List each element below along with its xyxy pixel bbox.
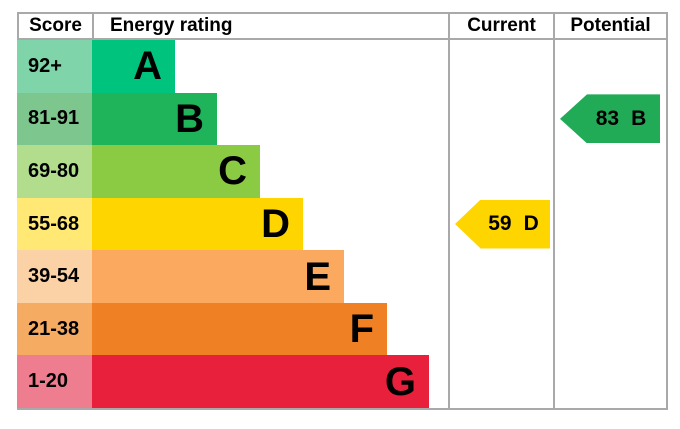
band-bar: F	[92, 302, 387, 356]
band-score-range: 69-80	[17, 145, 92, 198]
potential-rating-arrow: 83 B	[560, 94, 660, 144]
current-rating-arrow: 59 D	[455, 199, 550, 249]
band-bar: B	[92, 92, 217, 146]
band-score-range: 1-20	[17, 355, 92, 409]
band-letter: B	[175, 96, 204, 141]
potential-rating-value: 83	[595, 106, 620, 130]
band-score-range: 21-38	[17, 302, 92, 356]
band-letter: F	[349, 307, 374, 352]
header-current-label: Current	[448, 12, 553, 40]
band-row: 1-20 G	[17, 355, 448, 409]
epc-table: Score Energy rating Current Potential 92…	[17, 12, 668, 410]
band-score-range: 39-54	[17, 250, 92, 303]
current-rating-value: 59	[488, 212, 512, 235]
band-letter: G	[384, 359, 416, 404]
column-divider-current-potential	[553, 40, 555, 410]
band-row: 21-38 F	[17, 302, 448, 356]
potential-rating-letter: B	[631, 106, 647, 130]
band-row: 92+ A	[17, 40, 448, 93]
band-score-range: 55-68	[17, 197, 92, 251]
table-bottom-border	[17, 408, 668, 410]
band-score-range: 92+	[17, 40, 92, 93]
current-rating-letter: D	[523, 212, 539, 235]
band-row: 39-54 E	[17, 250, 448, 303]
header-energy-rating-label: Energy rating	[92, 12, 448, 40]
header-potential-label: Potential	[553, 12, 668, 40]
band-score-range: 81-91	[17, 92, 92, 146]
band-letter: C	[218, 149, 247, 194]
table-body: 92+ A 81-91 B 69-80 C 55-68 D 39-54 E 21…	[17, 40, 668, 410]
rating-bands-area: 92+ A 81-91 B 69-80 C 55-68 D 39-54 E 21…	[17, 40, 448, 409]
band-row: 69-80 C	[17, 145, 448, 198]
band-bar: C	[92, 145, 260, 198]
header-score-label: Score	[17, 12, 92, 40]
band-row: 55-68 D	[17, 197, 448, 251]
band-letter: A	[133, 44, 162, 89]
band-bar: G	[92, 355, 429, 409]
band-letter: E	[304, 254, 331, 299]
band-bar: E	[92, 250, 344, 303]
table-right-border	[666, 40, 668, 410]
band-bar: A	[92, 40, 175, 93]
band-letter: D	[261, 202, 290, 247]
column-divider-rating-current	[448, 40, 450, 410]
band-row: 81-91 B	[17, 92, 448, 146]
band-bar: D	[92, 197, 303, 251]
table-header-row: Score Energy rating Current Potential	[17, 12, 668, 40]
